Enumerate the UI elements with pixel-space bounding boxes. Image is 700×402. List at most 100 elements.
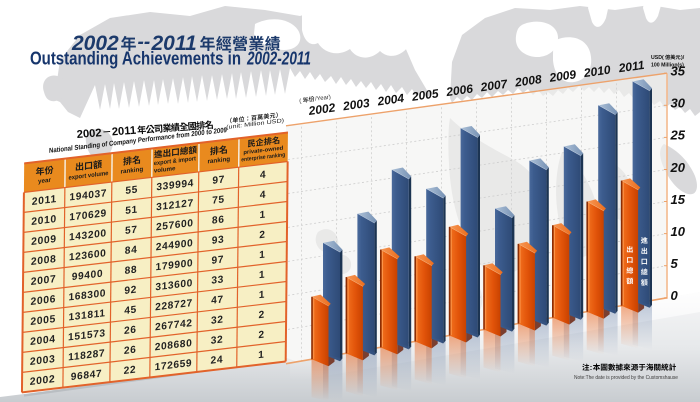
svg-text:97: 97 (212, 254, 225, 266)
svg-text:244900: 244900 (156, 238, 194, 253)
svg-text:84: 84 (125, 245, 138, 257)
svg-text:20: 20 (670, 160, 686, 175)
svg-text:2008: 2008 (513, 72, 543, 90)
svg-text:1: 1 (259, 210, 265, 222)
svg-text:2005: 2005 (30, 314, 56, 328)
svg-text:export & import: export & import (154, 155, 196, 167)
svg-text:2002: 2002 (76, 127, 102, 141)
svg-text:32: 32 (211, 314, 224, 326)
svg-text:24: 24 (211, 354, 224, 366)
svg-text:/Year): /Year) (315, 95, 331, 103)
svg-text:2011: 2011 (151, 32, 197, 55)
svg-text:2002: 2002 (71, 32, 119, 55)
svg-text:2007: 2007 (479, 77, 510, 95)
svg-text:51: 51 (125, 205, 138, 217)
svg-text:57: 57 (125, 225, 138, 237)
svg-text:2011: 2011 (111, 125, 136, 139)
svg-text:45: 45 (124, 305, 137, 317)
svg-text:123600: 123600 (69, 248, 107, 263)
svg-text:30: 30 (671, 96, 686, 111)
svg-text:339994: 339994 (156, 178, 194, 193)
svg-text:75: 75 (212, 194, 225, 206)
svg-text:2: 2 (259, 230, 265, 242)
svg-text:143200: 143200 (69, 228, 107, 243)
svg-text:97: 97 (212, 174, 225, 186)
svg-text:208680: 208680 (155, 338, 193, 353)
svg-text:2002: 2002 (30, 374, 56, 388)
svg-text:118287: 118287 (68, 348, 105, 363)
svg-text:151573: 151573 (68, 328, 106, 343)
svg-text::: : (590, 363, 593, 372)
svg-text:313600: 313600 (155, 278, 193, 293)
svg-text:47: 47 (211, 294, 224, 306)
svg-text:15: 15 (671, 192, 686, 207)
svg-text:private-owned: private-owned (243, 145, 284, 156)
svg-text:228727: 228727 (155, 298, 193, 313)
svg-text:year: year (38, 177, 52, 186)
svg-text:96847: 96847 (71, 369, 102, 384)
svg-text:172659: 172659 (155, 358, 193, 373)
svg-text:257600: 257600 (156, 218, 194, 233)
svg-text:86: 86 (212, 214, 225, 226)
svg-text:33: 33 (211, 274, 224, 286)
svg-text:--: -- (138, 32, 151, 53)
svg-text:2002-2011: 2002-2011 (246, 49, 311, 69)
svg-text:194037: 194037 (69, 188, 107, 203)
svg-text:1: 1 (259, 290, 265, 302)
svg-text:Outstanding Achievements in: Outstanding Achievements in (30, 49, 241, 69)
svg-text:10: 10 (671, 224, 686, 239)
svg-text:2003: 2003 (341, 96, 371, 114)
svg-text:2009: 2009 (31, 234, 57, 248)
svg-text:2: 2 (258, 330, 264, 342)
svg-text:0: 0 (671, 288, 679, 303)
svg-text:32: 32 (211, 334, 224, 346)
svg-text:267742: 267742 (155, 318, 193, 333)
svg-text:1: 1 (259, 270, 265, 282)
svg-text:2005: 2005 (410, 86, 440, 104)
svg-text:export volume: export volume (68, 170, 108, 182)
svg-text:2: 2 (259, 310, 265, 322)
svg-text:2004: 2004 (30, 334, 56, 348)
svg-text:Note:The date is provided by t: Note:The date is provided by the Customs… (574, 375, 678, 381)
svg-text:93: 93 (212, 234, 225, 246)
svg-text:2011: 2011 (32, 194, 57, 208)
svg-text:2009: 2009 (548, 67, 578, 85)
svg-text:2004: 2004 (376, 91, 406, 109)
svg-text:2010: 2010 (582, 63, 612, 81)
svg-text:312127: 312127 (156, 198, 194, 213)
svg-text:(unit: Million USD): (unit: Million USD) (226, 118, 284, 131)
svg-text:2006: 2006 (444, 82, 474, 100)
svg-text:25: 25 (670, 128, 686, 143)
svg-text:2008: 2008 (31, 254, 57, 268)
svg-text:99400: 99400 (72, 269, 103, 284)
svg-text:2006: 2006 (31, 294, 57, 308)
svg-text:volume: volume (154, 165, 176, 175)
svg-text:2002: 2002 (307, 100, 337, 118)
svg-text:55: 55 (125, 185, 138, 197)
svg-text:26: 26 (124, 325, 137, 337)
svg-text:168300: 168300 (68, 288, 106, 303)
svg-text:4: 4 (260, 170, 266, 182)
svg-text:ranking: ranking (121, 166, 144, 176)
svg-text:2007: 2007 (31, 274, 57, 288)
svg-text:ranking: ranking (207, 156, 230, 166)
svg-text:22: 22 (124, 365, 137, 377)
svg-text:2010: 2010 (31, 214, 57, 228)
svg-text:1: 1 (258, 350, 264, 362)
svg-text:100 Million(s): 100 Million(s) (651, 63, 684, 69)
svg-text:88: 88 (125, 265, 138, 277)
svg-text:26: 26 (124, 345, 137, 357)
svg-text:5: 5 (671, 256, 679, 271)
svg-text:4: 4 (260, 190, 266, 202)
svg-text:92: 92 (124, 285, 137, 297)
svg-text:2011: 2011 (617, 58, 646, 76)
svg-text:35: 35 (671, 64, 686, 79)
svg-text:170629: 170629 (69, 208, 107, 223)
svg-text:enterprise ranking: enterprise ranking (241, 152, 285, 163)
svg-text:179900: 179900 (156, 258, 194, 273)
svg-text:131811: 131811 (69, 308, 106, 323)
svg-text:2003: 2003 (30, 354, 56, 368)
svg-text:(: ( (299, 99, 302, 105)
svg-text:)/: )/ (681, 55, 685, 61)
svg-text:1: 1 (259, 250, 265, 262)
